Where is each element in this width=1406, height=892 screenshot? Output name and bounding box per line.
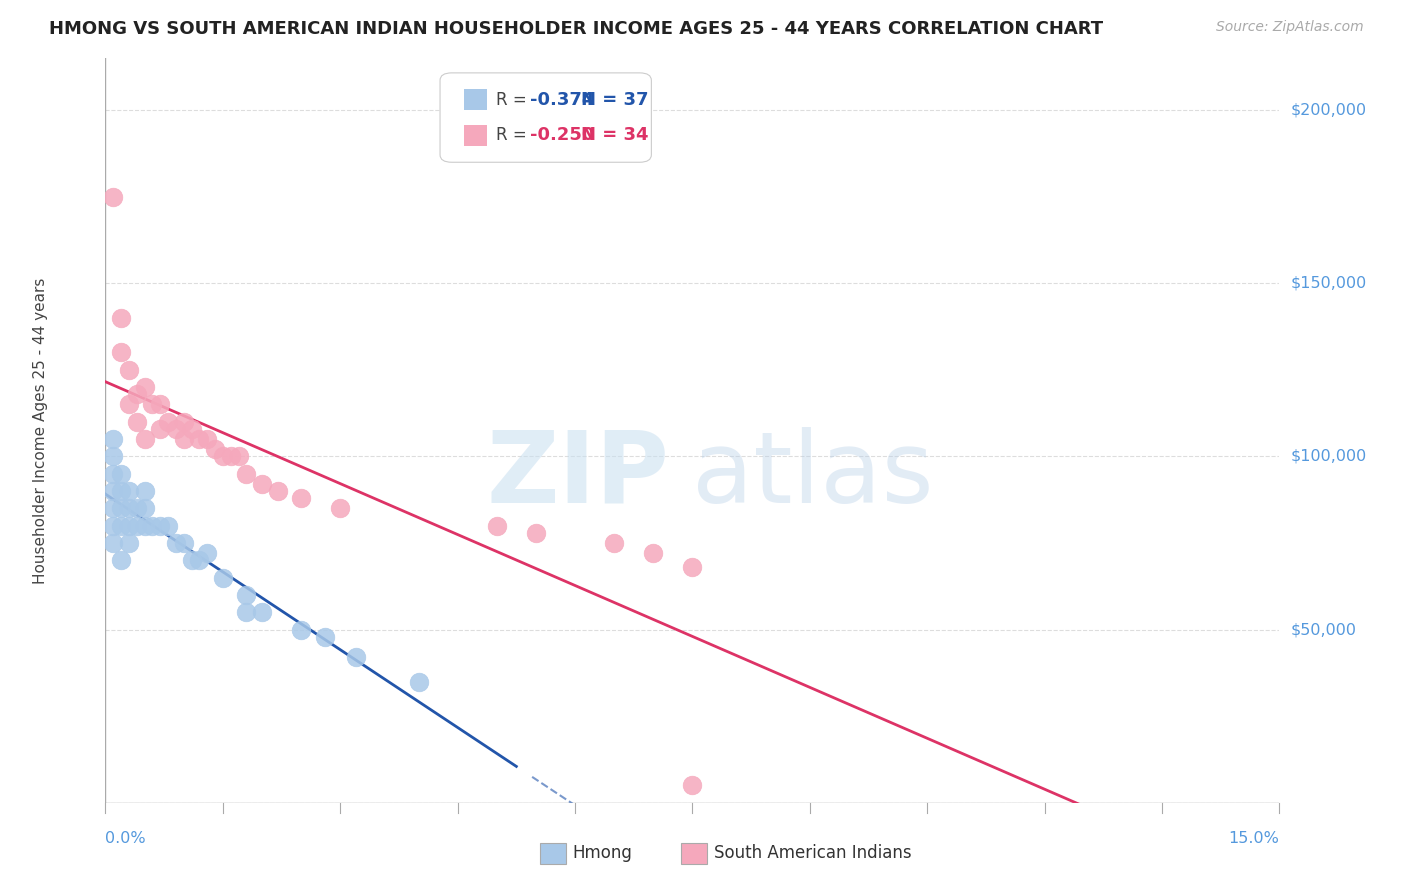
Point: [157, 518, 180, 533]
Text: HMONG VS SOUTH AMERICAN INDIAN HOUSEHOLDER INCOME AGES 25 - 44 YEARS CORRELATION: HMONG VS SOUTH AMERICAN INDIAN HOUSEHOLD…: [49, 20, 1104, 37]
Point: [141, 397, 163, 411]
Point: [329, 501, 352, 516]
Point: [118, 397, 141, 411]
Point: [125, 415, 148, 429]
Point: [235, 605, 257, 619]
Point: [173, 415, 195, 429]
Text: 15.0%: 15.0%: [1229, 830, 1279, 846]
Point: [134, 380, 156, 394]
Point: [125, 518, 148, 533]
Point: [524, 525, 547, 540]
Point: [149, 422, 172, 436]
Point: [110, 310, 132, 325]
Point: [603, 536, 626, 550]
Point: [134, 483, 156, 498]
Point: [103, 450, 125, 464]
Point: [266, 483, 288, 498]
FancyBboxPatch shape: [440, 73, 651, 162]
Point: [110, 518, 132, 533]
Point: [110, 483, 132, 498]
Text: Source: ZipAtlas.com: Source: ZipAtlas.com: [1216, 20, 1364, 34]
Text: Householder Income Ages 25 - 44 years: Householder Income Ages 25 - 44 years: [34, 277, 48, 583]
Point: [211, 571, 233, 585]
Point: [165, 422, 187, 436]
Point: [290, 491, 312, 505]
Text: South American Indians: South American Indians: [714, 845, 911, 863]
Text: N = 37: N = 37: [581, 91, 648, 109]
Point: [125, 387, 148, 401]
Point: [103, 432, 125, 446]
Point: [188, 432, 211, 446]
Point: [103, 536, 125, 550]
Text: $200,000: $200,000: [1291, 103, 1367, 118]
Text: 0.0%: 0.0%: [105, 830, 146, 846]
Point: [103, 518, 125, 533]
Point: [110, 345, 132, 359]
Point: [118, 501, 141, 516]
Point: [314, 630, 336, 644]
Point: [204, 442, 226, 457]
Text: -0.374: -0.374: [530, 91, 595, 109]
FancyBboxPatch shape: [464, 125, 486, 146]
Text: Hmong: Hmong: [572, 845, 633, 863]
Point: [408, 674, 430, 689]
Text: $150,000: $150,000: [1291, 276, 1367, 291]
Point: [110, 501, 132, 516]
Point: [682, 779, 704, 793]
Point: [149, 518, 172, 533]
Point: [103, 189, 125, 203]
Point: [211, 450, 233, 464]
Point: [235, 467, 257, 481]
Text: atlas: atlas: [693, 426, 934, 524]
Point: [188, 553, 211, 567]
Text: ZIP: ZIP: [486, 426, 669, 524]
FancyBboxPatch shape: [464, 89, 486, 110]
Point: [485, 518, 508, 533]
Point: [103, 483, 125, 498]
Point: [290, 623, 312, 637]
Point: [219, 450, 242, 464]
Point: [195, 432, 218, 446]
Point: [110, 467, 132, 481]
Point: [149, 397, 172, 411]
Point: [344, 650, 367, 665]
Text: $50,000: $50,000: [1291, 622, 1357, 637]
Point: [195, 546, 218, 560]
Point: [173, 536, 195, 550]
Point: [134, 432, 156, 446]
FancyBboxPatch shape: [540, 843, 565, 863]
FancyBboxPatch shape: [681, 843, 707, 863]
Point: [125, 501, 148, 516]
Point: [682, 560, 704, 574]
Point: [228, 450, 250, 464]
Point: [643, 546, 665, 560]
Point: [103, 501, 125, 516]
Point: [118, 483, 141, 498]
Point: [235, 588, 257, 602]
Text: R =: R =: [496, 91, 533, 109]
Point: [180, 422, 202, 436]
Point: [134, 518, 156, 533]
Point: [180, 553, 202, 567]
Text: N = 34: N = 34: [581, 127, 648, 145]
Text: R =: R =: [496, 127, 533, 145]
Point: [173, 432, 195, 446]
Point: [118, 518, 141, 533]
Text: $100,000: $100,000: [1291, 449, 1367, 464]
Point: [250, 477, 273, 491]
Point: [250, 605, 273, 619]
Text: -0.250: -0.250: [530, 127, 595, 145]
Point: [103, 467, 125, 481]
Point: [110, 553, 132, 567]
Point: [157, 415, 180, 429]
Point: [141, 518, 163, 533]
Point: [134, 501, 156, 516]
Point: [118, 536, 141, 550]
Point: [165, 536, 187, 550]
Point: [118, 363, 141, 377]
